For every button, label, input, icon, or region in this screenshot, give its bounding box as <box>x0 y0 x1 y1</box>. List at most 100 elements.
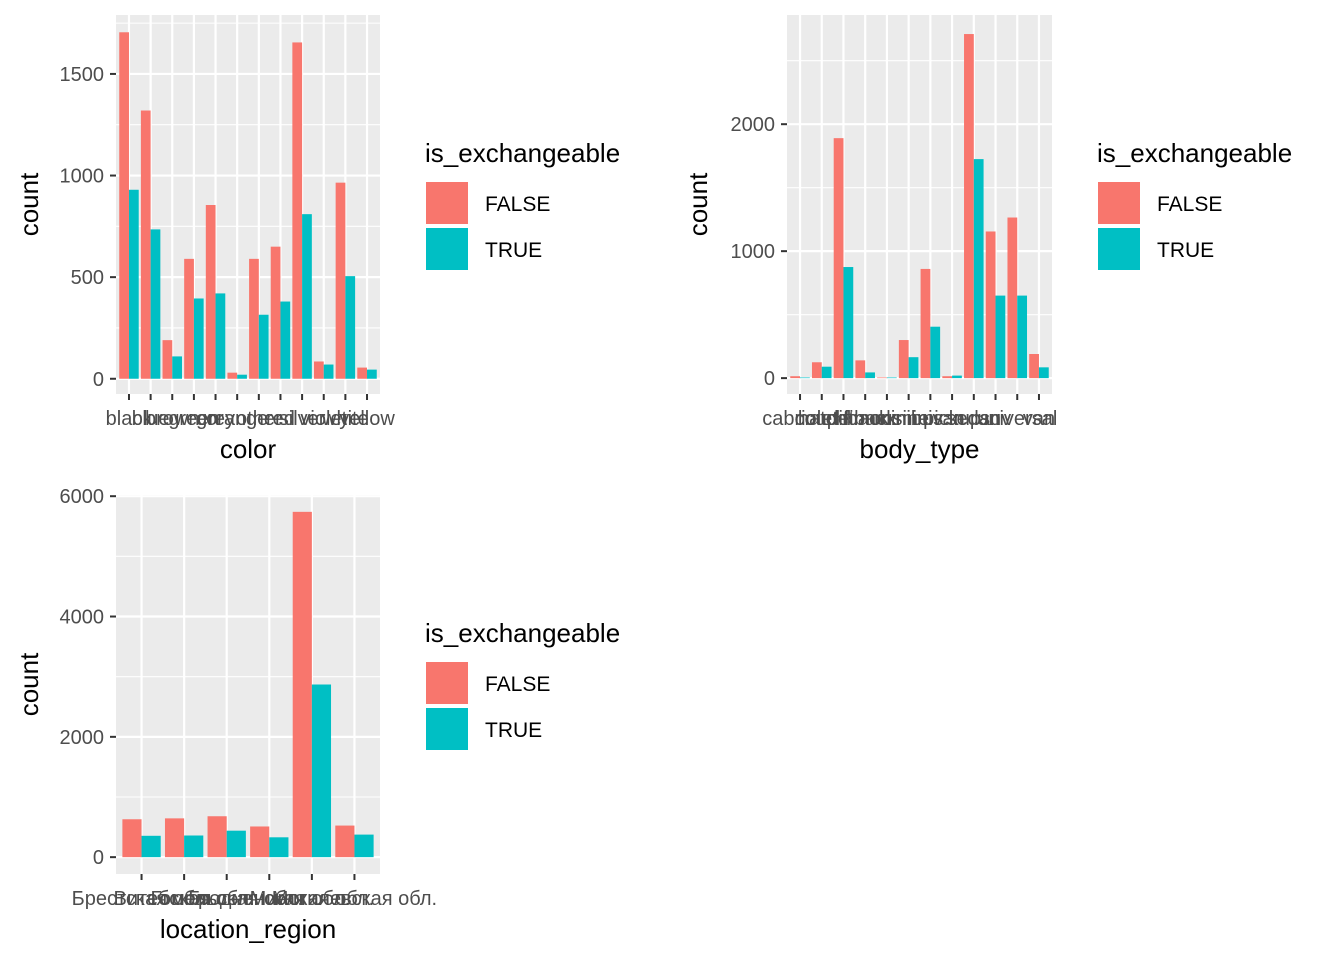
bar-false-silver <box>292 42 303 379</box>
bar-false-black <box>119 32 129 379</box>
legend-label-false: FALSE <box>485 673 550 696</box>
bar-false-blue <box>140 110 151 379</box>
legend-title: is_exchangeable <box>425 138 620 168</box>
legend-title: is_exchangeable <box>425 618 620 648</box>
legend: is_exchangeable FALSE TRUE <box>425 618 620 750</box>
x-axis-title: location_region <box>160 914 336 944</box>
bar-true-universal <box>1017 295 1028 379</box>
bar-true-coupe <box>821 366 832 379</box>
y-tick-label: 0 <box>764 368 775 390</box>
bar-true-liftback <box>865 372 875 379</box>
y-axis-title: count <box>14 172 44 236</box>
bar-true-Витебская-обл <box>184 835 204 858</box>
y-tick-label: 2000 <box>60 727 105 749</box>
chart-3: 0 2000 4000 6000 Брестская обл.Витебская обл… <box>14 486 620 944</box>
bar-true-minibus <box>908 357 919 379</box>
x-tick-label: cabriolet <box>762 408 838 430</box>
legend-label-true: TRUE <box>485 239 542 262</box>
bar-false-limousine <box>877 377 887 379</box>
x-tick-label: yellow <box>339 408 395 430</box>
bar-false-cabriolet <box>790 376 801 379</box>
legend-title: is_exchangeable <box>1097 138 1292 168</box>
x-tick-label: Могилевская обл. <box>272 888 437 910</box>
bar-false-sedan <box>964 34 974 379</box>
x-tick-label: Витебская обл. <box>114 888 255 910</box>
bar-true-Минская-обл <box>311 684 332 858</box>
x-tick-label: universal <box>977 408 1057 430</box>
y-tick-label: 2000 <box>731 114 776 136</box>
bar-true-Гродненская-обл <box>269 837 289 858</box>
bar-false-other <box>249 258 259 379</box>
x-tick-label: limousine <box>845 408 929 430</box>
legend-key-false <box>1098 182 1140 224</box>
legend: is_exchangeable FALSE TRUE <box>1097 138 1292 270</box>
x-tick-label: liftback <box>834 408 897 430</box>
x-tick-label: blue <box>132 408 170 430</box>
bar-true-yellow <box>367 369 377 379</box>
bar-true-silver <box>302 214 312 379</box>
bar-false-Гомельская-обл <box>207 816 227 858</box>
x-tick-label: Гомельская обл. <box>150 888 303 910</box>
legend-key-false <box>426 662 468 704</box>
bar-true-sedan <box>973 159 984 379</box>
x-tick-label: minibus <box>874 408 943 430</box>
x-tick-label: hatchback <box>798 408 890 430</box>
legend-key-false <box>426 182 468 224</box>
legend-label-true: TRUE <box>485 719 542 742</box>
x-axis-title: body_type <box>860 434 980 464</box>
bar-true-brown <box>172 356 182 379</box>
bar-false-coupe <box>811 362 822 379</box>
x-tick-label: sedan <box>947 408 1002 430</box>
bar-true-hatchback <box>843 267 854 379</box>
bar-false-orange <box>227 372 238 379</box>
bar-true-Гомельская-обл <box>226 830 246 858</box>
bar-false-grey <box>205 205 216 379</box>
x-tick-label: orange <box>206 408 268 430</box>
bar-true-limousine <box>886 377 897 379</box>
bar-true-violet <box>323 364 334 379</box>
x-tick-label: grey <box>196 408 235 430</box>
bar-true-minivan <box>930 326 941 379</box>
x-tick-label: red <box>266 408 295 430</box>
x-tick-label: silver <box>279 408 326 430</box>
x-tick-label: green <box>168 408 219 430</box>
bar-false-Минская-обл <box>292 511 312 858</box>
legend-label-true: TRUE <box>1157 239 1214 262</box>
bar-false-Витебская-обл <box>164 818 185 858</box>
bar-false-brown <box>162 340 173 379</box>
bar-true-black <box>128 189 139 379</box>
x-axis-title: color <box>220 434 277 464</box>
bar-true-Могилевская-обл <box>354 834 374 858</box>
bar-false-minivan <box>920 268 931 379</box>
chart-2: 0 1000 2000 cabrioletcoupehatchbackliftback… <box>683 15 1292 464</box>
y-tick-label: 4000 <box>60 607 105 629</box>
legend-label-false: FALSE <box>485 193 550 216</box>
y-tick-label: 1000 <box>731 241 776 263</box>
y-tick-label: 500 <box>71 267 104 289</box>
x-tick-label: van <box>1023 408 1055 430</box>
bar-false-suv <box>985 231 996 379</box>
bar-true-grey <box>215 293 226 379</box>
bar-false-Брестская-обл <box>122 819 142 858</box>
x-tick-label: other <box>236 408 282 430</box>
bar-false-green <box>184 258 194 379</box>
bar-true-pickup <box>952 375 962 379</box>
legend-key-true <box>1098 228 1140 270</box>
x-tick-label: minivan <box>896 408 965 430</box>
bar-true-cabriolet <box>800 377 810 379</box>
bar-true-suv <box>995 295 1006 379</box>
y-tick-label: 0 <box>93 369 104 391</box>
bar-true-white <box>345 276 356 379</box>
bar-false-pickup <box>942 376 953 379</box>
bar-false-yellow <box>357 367 368 379</box>
x-tick-label: black <box>106 408 154 430</box>
bar-true-van <box>1038 367 1049 379</box>
y-tick-label: 0 <box>93 847 104 869</box>
x-tick-label: violet <box>300 408 347 430</box>
y-axis-title: count <box>683 172 713 236</box>
bar-false-Могилевская-обл <box>335 825 355 858</box>
bar-false-minibus <box>898 340 909 379</box>
bar-false-universal <box>1007 217 1018 379</box>
bar-true-blue <box>150 229 161 379</box>
y-axis-title: count <box>14 652 44 716</box>
